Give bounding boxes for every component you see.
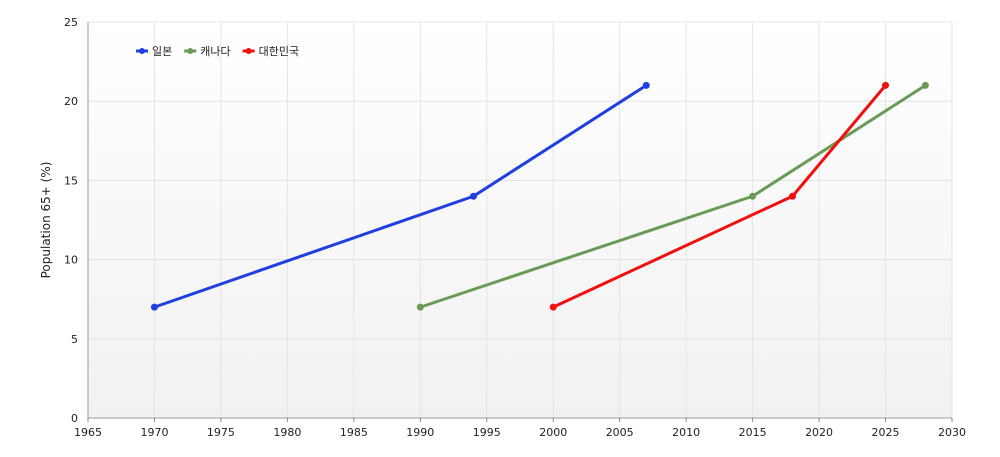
plot-area: [88, 22, 952, 418]
x-tick-label: 1965: [74, 426, 102, 439]
x-tick-label: 1970: [140, 426, 168, 439]
y-axis-ticks: 0 5 10 15 20 25: [64, 16, 78, 425]
data-point: [416, 303, 424, 311]
y-tick-label: 0: [71, 412, 78, 425]
x-tick-label: 1975: [207, 426, 235, 439]
x-tick-label: 1980: [273, 426, 301, 439]
data-point: [642, 81, 650, 89]
legend-swatch-dot: [245, 48, 252, 54]
data-point: [921, 81, 929, 89]
legend-label: 캐나다: [200, 45, 230, 58]
y-tick-label: 20: [64, 95, 78, 108]
y-axis-label: Population 65+ (%): [39, 162, 53, 279]
y-tick-label: 5: [71, 333, 78, 346]
legend: 일본 캐나다 대한민국: [136, 44, 299, 58]
x-tick-label: 1995: [473, 426, 501, 439]
data-point: [788, 192, 796, 200]
x-tick-label: 1990: [406, 426, 434, 439]
y-tick-label: 25: [64, 16, 78, 29]
x-tick-label: 2000: [539, 426, 567, 439]
series-lines: [150, 81, 929, 311]
data-point: [150, 303, 158, 311]
x-tick-label: 1985: [340, 426, 368, 439]
y-tick-label: 10: [64, 254, 78, 267]
x-tick-label: 2010: [672, 426, 700, 439]
legend-label: 일본: [152, 44, 172, 58]
data-point: [549, 303, 557, 311]
legend-label: 대한민국: [259, 45, 299, 58]
x-tick-label: 2015: [739, 426, 767, 439]
legend-swatch-dot: [139, 48, 145, 54]
data-point: [749, 192, 757, 200]
data-point: [469, 192, 477, 200]
data-point: [882, 81, 890, 89]
x-tick-label: 2030: [938, 426, 966, 439]
legend-swatch-dot: [187, 48, 194, 54]
x-tick-label: 2005: [606, 426, 634, 439]
x-tick-label: 2020: [805, 426, 833, 439]
x-tick-label: 2025: [872, 426, 900, 439]
y-tick-label: 15: [64, 174, 78, 187]
x-axis-ticks: 1965 1970 1975 1980 1985 1990 1995 2000 2005 2010…: [74, 418, 966, 439]
axes: [87, 22, 952, 419]
